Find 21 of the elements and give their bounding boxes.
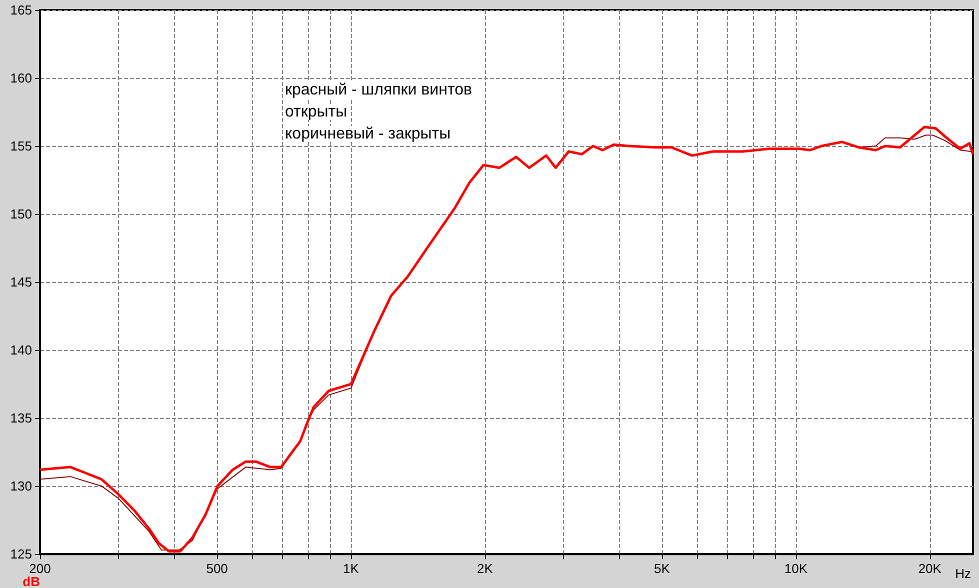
y-tick-label: 165 xyxy=(10,2,32,18)
x-tick-label: 1K xyxy=(343,561,360,576)
x-tick-label: 2K xyxy=(476,561,494,576)
x-axis-title: Hz xyxy=(955,566,971,581)
annotation: коричневый - закрыты xyxy=(285,126,451,142)
x-tick-label: 200 xyxy=(29,561,51,576)
y-tick-label: 130 xyxy=(10,478,32,494)
x-tick-label: 500 xyxy=(206,561,228,576)
x-tick-label: 10K xyxy=(784,561,808,576)
y-tick-label: 145 xyxy=(10,274,32,290)
y-tick-label: 160 xyxy=(10,70,32,86)
y-tick-label: 155 xyxy=(10,138,32,154)
x-tick-label: 5K xyxy=(654,561,670,576)
annotation: открыты xyxy=(285,104,348,120)
y-tick-label: 135 xyxy=(10,410,32,426)
annotation: красный - шляпки винтов xyxy=(285,82,472,98)
y-axis-title: dB xyxy=(22,574,40,588)
x-tick-label: 20K xyxy=(918,561,942,576)
y-tick-label: 140 xyxy=(10,342,32,358)
y-tick-label: 125 xyxy=(10,546,32,562)
y-tick-label: 150 xyxy=(10,206,32,222)
